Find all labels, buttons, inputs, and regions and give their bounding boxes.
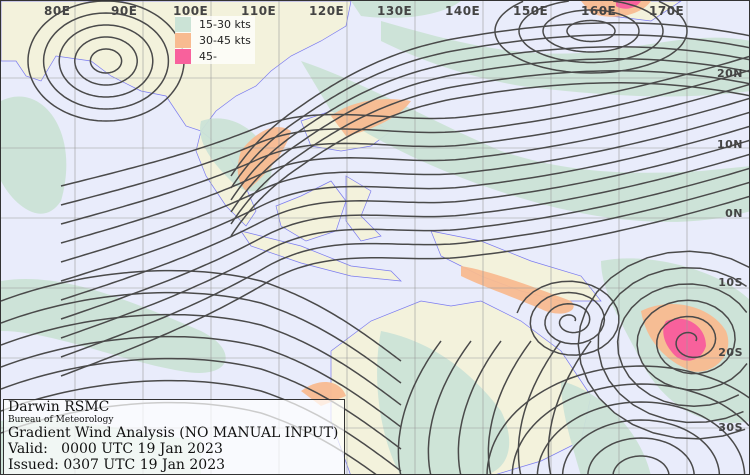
latitude-label: 10S bbox=[718, 276, 743, 289]
wind-30-45-kts-area bbox=[331, 99, 411, 136]
streamline bbox=[1, 313, 402, 406]
streamline-anticyclone bbox=[74, 36, 138, 86]
streamline-anticyclone bbox=[587, 437, 695, 474]
wind-15-30-kts-area bbox=[301, 61, 749, 222]
streamline-circulation bbox=[494, 1, 688, 74]
streamline bbox=[60, 181, 749, 358]
longitude-label: 160E bbox=[581, 4, 617, 18]
streamline bbox=[517, 340, 562, 474]
latitude-label: 0N bbox=[725, 207, 743, 220]
wind-15-30-kts-area bbox=[381, 21, 749, 97]
landmass bbox=[240, 230, 402, 282]
streamline bbox=[1, 379, 402, 472]
latitude-label: 30S bbox=[718, 421, 743, 434]
issued-time: Issued: 0307 UTC 19 Jan 2023 bbox=[8, 457, 226, 473]
legend-label: 45- bbox=[199, 49, 217, 63]
streamline bbox=[60, 153, 749, 320]
chart-info-box: Darwin RSMC Bureau of Meteorology Gradie… bbox=[3, 399, 345, 474]
legend-label: 30-45 kts bbox=[199, 33, 251, 47]
streamline-circulation bbox=[566, 19, 616, 43]
streamline-circulation bbox=[518, 1, 664, 64]
streamline-anticyclone bbox=[58, 24, 154, 98]
valid-time: Valid: 0000 UTC 19 Jan 2023 bbox=[8, 441, 223, 457]
streamline bbox=[60, 139, 749, 301]
longitude-label: 80E bbox=[44, 4, 71, 18]
streamline-anticyclone bbox=[27, 1, 185, 122]
streamline bbox=[397, 340, 442, 474]
streamline-anticyclone bbox=[42, 12, 170, 110]
legend-swatch bbox=[175, 48, 191, 64]
wind-45-plus-kts-area bbox=[663, 318, 706, 361]
streamline bbox=[60, 111, 749, 263]
wind-15-30-kts-area bbox=[561, 381, 651, 474]
longitude-label: 170E bbox=[649, 4, 685, 18]
legend-label: 15-30 kts bbox=[199, 17, 251, 31]
streamline-cyclone bbox=[577, 250, 749, 440]
longitude-label: 100E bbox=[173, 4, 209, 18]
streamline bbox=[1, 291, 402, 384]
streamline bbox=[230, 46, 749, 201]
latitude-label: 20N bbox=[716, 67, 743, 80]
streamline bbox=[60, 83, 749, 225]
streamline-anticyclone bbox=[561, 419, 721, 474]
center-name: Darwin RSMC bbox=[8, 399, 110, 415]
streamline bbox=[230, 34, 749, 189]
longitude-label: 120E bbox=[309, 4, 345, 18]
streamline bbox=[60, 195, 749, 377]
wind-30-45-kts-area bbox=[461, 266, 574, 314]
agency-name: Bureau of Meteorology bbox=[8, 415, 114, 425]
latitude-label: 20S bbox=[718, 346, 743, 359]
longitude-label: 130E bbox=[377, 4, 413, 18]
legend-item-15-30: 15-30 kts bbox=[175, 16, 255, 32]
product-title: Gradient Wind Analysis (NO MANUAL INPUT) bbox=[8, 425, 339, 441]
streamline bbox=[487, 340, 532, 474]
streamline bbox=[60, 69, 749, 206]
streamline bbox=[1, 269, 402, 362]
wind-15-30-kts-area bbox=[1, 96, 67, 214]
streamline bbox=[547, 340, 592, 474]
streamline bbox=[427, 340, 472, 474]
streamline-anticyclone bbox=[486, 365, 749, 474]
streamline bbox=[457, 340, 502, 474]
streamline-cyclone bbox=[516, 280, 620, 356]
streamline bbox=[60, 167, 749, 339]
wind-15-30-kts-area bbox=[1, 279, 226, 373]
streamline-anticyclone bbox=[612, 455, 670, 474]
legend-swatch bbox=[175, 32, 191, 48]
streamline bbox=[230, 70, 749, 225]
streamline bbox=[60, 125, 749, 282]
streamline-circulation bbox=[542, 9, 640, 53]
streamline bbox=[1, 335, 402, 428]
landmass bbox=[345, 175, 382, 242]
legend-item-30-45: 30-45 kts bbox=[175, 32, 255, 48]
streamline bbox=[230, 58, 749, 213]
longitude-label: 150E bbox=[513, 4, 549, 18]
wind-speed-legend: 15-30 kts 30-45 kts 45- bbox=[175, 16, 255, 64]
wind-15-30-kts-area bbox=[377, 331, 510, 474]
streamline bbox=[230, 82, 749, 237]
streamline-anticyclone bbox=[89, 48, 123, 74]
wind-15-30-kts-area bbox=[351, 1, 461, 18]
streamline bbox=[60, 97, 749, 244]
streamline-anticyclone bbox=[536, 401, 746, 474]
longitude-label: 140E bbox=[445, 4, 481, 18]
latitude-label: 10N bbox=[716, 138, 743, 151]
streamline bbox=[1, 357, 402, 450]
longitude-label: 90E bbox=[111, 4, 138, 18]
legend-item-45-plus: 45- bbox=[175, 48, 255, 64]
legend-swatch bbox=[175, 16, 191, 32]
longitude-label: 110E bbox=[241, 4, 277, 18]
streamline-anticyclone bbox=[511, 383, 749, 474]
